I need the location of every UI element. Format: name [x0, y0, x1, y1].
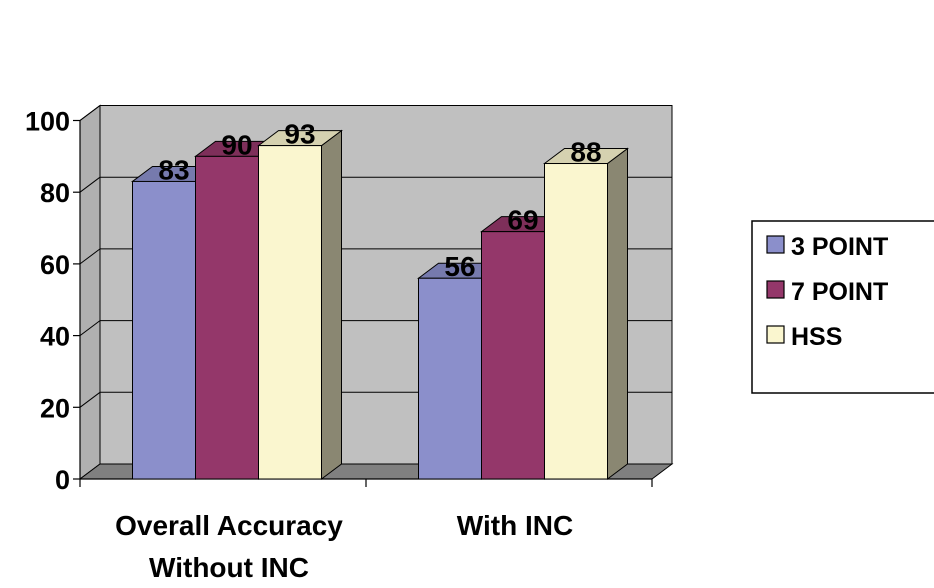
bar [257, 129, 343, 480]
y-tick-label: 0 [55, 465, 70, 495]
data-label: 83 [158, 154, 189, 185]
data-label: 56 [444, 251, 475, 282]
gridline-depth [79, 176, 101, 193]
bar-front [481, 231, 545, 480]
legend-label: 7 POINT [791, 278, 888, 306]
bar-side [321, 129, 342, 480]
legend-swatch [766, 325, 785, 344]
legend-label: HSS [791, 323, 842, 351]
data-label: 90 [221, 129, 252, 160]
x-category-label: With INC [457, 510, 573, 541]
bar-front [544, 163, 608, 480]
y-tick-label: 80 [40, 178, 70, 208]
bar-front [132, 180, 196, 480]
y-tick-label: 100 [25, 107, 70, 137]
bar-side [607, 147, 628, 480]
bar-front [418, 277, 482, 480]
gridline-depth [79, 391, 101, 408]
bar [543, 147, 629, 480]
gridline-depth [79, 248, 101, 265]
legend: 3 POINT 7 POINT HSS [751, 220, 934, 394]
legend-swatch [766, 280, 785, 299]
y-tick-label: 60 [40, 250, 70, 280]
x-category-label: Without INC [149, 552, 309, 583]
y-tick-label: 20 [40, 393, 70, 423]
labels: 83 90 93 56 69 88 Overall Accuracy Without INC W… [115, 119, 601, 583]
data-label: 93 [284, 119, 315, 150]
gridline-depth [79, 105, 101, 121]
axes: 0 20 40 60 80 100 [25, 107, 653, 495]
data-label: 69 [507, 205, 538, 236]
bar-front [258, 145, 322, 480]
gridline-depth [79, 320, 101, 337]
bar-front [195, 155, 259, 480]
legend-swatch [766, 235, 785, 254]
x-category-label: Overall Accuracy [115, 510, 343, 541]
bars [131, 129, 629, 480]
data-label: 88 [570, 137, 601, 168]
y-tick-label: 40 [40, 322, 70, 352]
side-wall [79, 104, 101, 480]
legend-label: 3 POINT [791, 233, 888, 261]
